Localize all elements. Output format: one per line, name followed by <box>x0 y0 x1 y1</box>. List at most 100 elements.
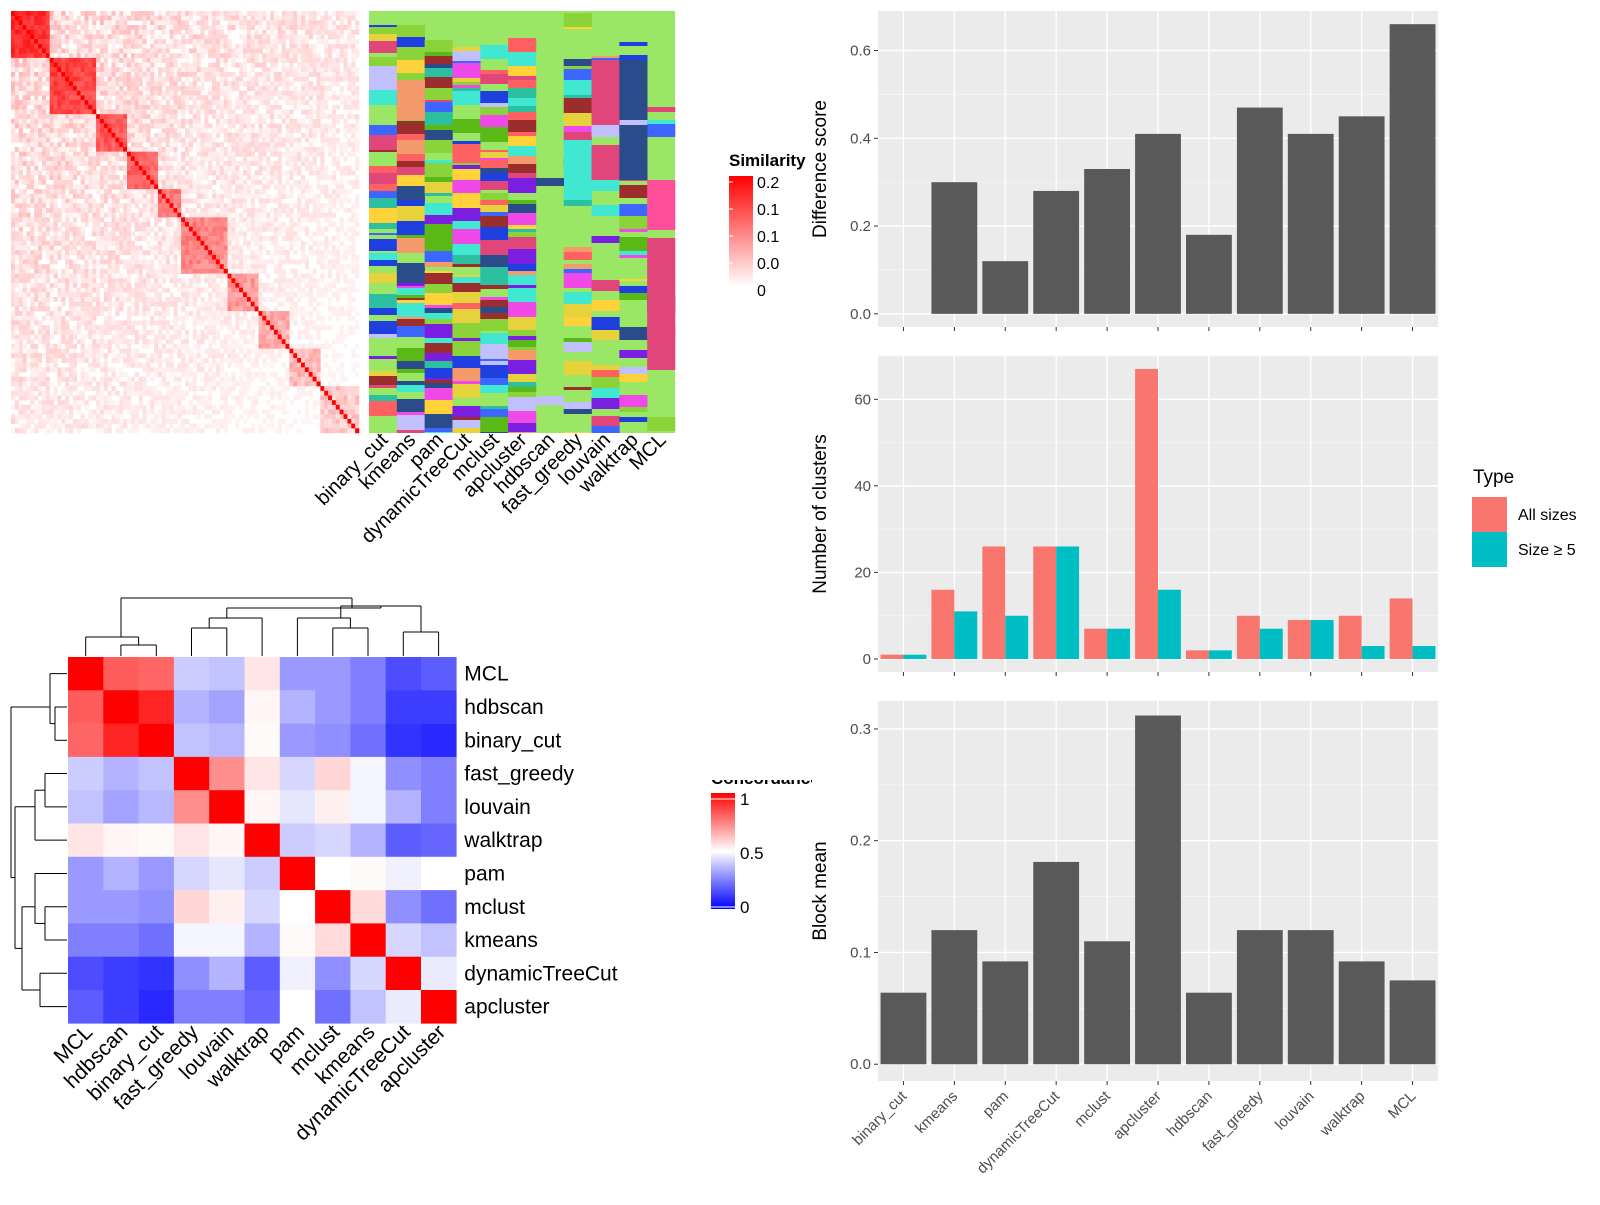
similarity-cell <box>196 292 201 298</box>
similarity-cell <box>161 325 166 331</box>
similarity-cell <box>235 189 240 195</box>
similarity-cell <box>250 236 255 242</box>
similarity-cell <box>258 207 263 213</box>
similarity-cell <box>177 184 182 190</box>
similarity-cell <box>72 29 78 35</box>
similarity-cell <box>246 114 252 120</box>
similarity-cell <box>196 320 201 326</box>
similarity-cell <box>173 254 178 260</box>
similarity-cell <box>103 325 108 331</box>
similarity-cell <box>65 71 70 77</box>
similarity-cell <box>26 193 31 199</box>
similarity-cell <box>188 123 194 129</box>
similarity-cell <box>347 43 352 49</box>
similarity-cell <box>157 264 163 270</box>
similarity-cell <box>34 109 39 115</box>
similarity-cell <box>138 34 143 40</box>
similarity-cell <box>92 259 97 265</box>
similarity-cell <box>30 132 35 138</box>
similarity-cell <box>219 297 224 303</box>
similarity-cell <box>123 207 128 213</box>
similarity-cell <box>215 236 221 242</box>
similarity-cell <box>96 297 101 303</box>
similarity-cell <box>212 217 217 223</box>
similarity-cell <box>61 104 66 110</box>
similarity-cell <box>316 20 321 26</box>
similarity-cell <box>312 118 317 124</box>
similarity-cell <box>84 29 89 35</box>
similarity-cell <box>177 264 182 270</box>
similarity-cell <box>103 231 108 237</box>
similarity-cell <box>76 292 81 298</box>
similarity-cell <box>204 250 209 256</box>
similarity-cell <box>157 292 163 298</box>
similarity-cell <box>134 156 139 162</box>
similarity-cell <box>142 25 147 31</box>
similarity-cell <box>130 320 136 326</box>
similarity-cell <box>185 25 190 31</box>
similarity-cell <box>273 161 279 167</box>
similarity-cell <box>65 123 70 129</box>
similarity-cell <box>266 222 271 227</box>
similarity-cell <box>138 207 143 213</box>
similarity-cell <box>115 179 120 185</box>
similarity-cell <box>157 76 163 82</box>
similarity-cell <box>173 325 178 331</box>
similarity-cell <box>99 62 105 68</box>
similarity-cell <box>96 273 101 279</box>
similarity-cell <box>142 207 147 213</box>
similarity-cell <box>92 118 97 124</box>
similarity-cell <box>308 15 313 21</box>
similarity-cell <box>142 76 147 82</box>
similarity-cell <box>243 48 248 54</box>
similarity-cell <box>53 179 58 185</box>
similarity-cell <box>150 325 155 331</box>
similarity-cell <box>277 212 282 218</box>
similarity-cell <box>262 329 267 335</box>
similarity-cell <box>212 67 217 73</box>
similarity-cell <box>312 25 317 31</box>
similarity-cell <box>185 53 190 59</box>
similarity-cell <box>343 231 348 237</box>
similarity-cell <box>49 236 54 242</box>
similarity-cell <box>111 282 116 288</box>
similarity-cell <box>188 81 194 87</box>
similarity-cell <box>262 151 267 157</box>
similarity-cell <box>281 34 286 40</box>
similarity-cell <box>18 329 23 335</box>
similarity-cell <box>99 67 105 73</box>
similarity-cell <box>103 25 108 31</box>
similarity-cell <box>212 165 217 171</box>
similarity-cell <box>14 123 20 129</box>
similarity-cell <box>227 189 232 195</box>
similarity-cell <box>14 81 20 87</box>
similarity-cell <box>270 90 275 96</box>
similarity-cell <box>254 250 259 256</box>
similarity-cell <box>127 193 132 199</box>
similarity-cell <box>84 123 89 129</box>
similarity-cell <box>297 11 302 16</box>
similarity-cell <box>92 273 97 279</box>
similarity-cell <box>72 71 78 77</box>
similarity-cell <box>107 53 112 59</box>
similarity-cell <box>304 146 310 152</box>
similarity-cell <box>123 236 128 242</box>
similarity-cell <box>173 175 178 181</box>
similarity-cell <box>343 250 348 256</box>
similarity-cell <box>26 62 31 68</box>
similarity-cell <box>289 329 294 335</box>
similarity-cell <box>223 193 228 199</box>
similarity-cell <box>11 132 16 138</box>
similarity-cell <box>231 156 236 162</box>
similarity-cell <box>134 329 139 335</box>
similarity-cell <box>258 292 263 298</box>
similarity-cell <box>157 146 163 152</box>
similarity-cell <box>204 170 209 176</box>
similarity-cell <box>185 198 190 204</box>
similarity-cell <box>92 48 97 54</box>
similarity-cell <box>18 114 23 120</box>
similarity-cell <box>107 20 112 26</box>
similarity-cell <box>80 226 85 232</box>
similarity-cell <box>335 76 340 82</box>
similarity-cell <box>192 95 197 101</box>
